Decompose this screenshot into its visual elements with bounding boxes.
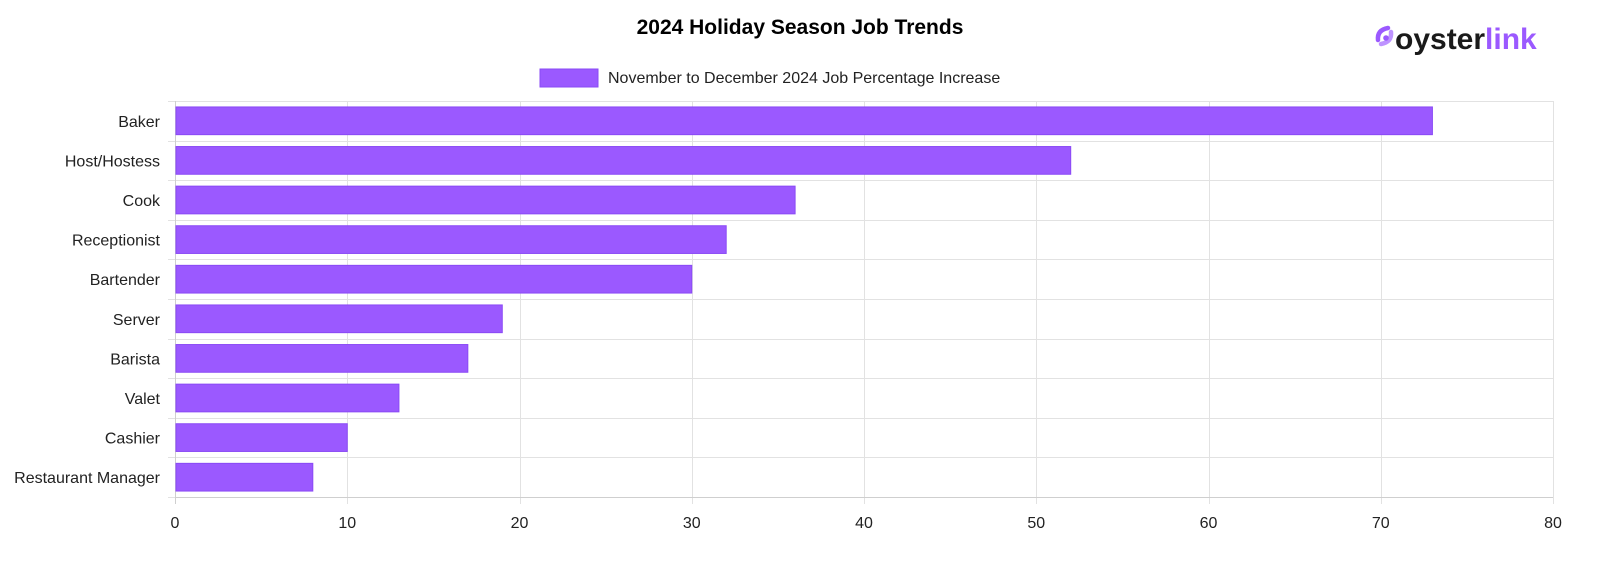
bar-cook[interactable]: [175, 185, 796, 215]
oysterlink-logo-text: oysterlink: [1395, 23, 1537, 56]
bar-host-hostess[interactable]: [175, 146, 1072, 175]
oysterlink-logo: oysterlink: [1375, 23, 1537, 56]
legend-label: November to December 2024 Job Percentage…: [608, 70, 1000, 87]
x-tick-label: 50: [1027, 515, 1045, 532]
category-label: Cashier: [105, 431, 161, 448]
bar-server[interactable]: [175, 304, 503, 334]
bars: [175, 106, 1433, 492]
category-label: Barista: [110, 351, 160, 368]
category-label: Receptionist: [72, 233, 161, 250]
category-label: Host/Hostess: [65, 153, 160, 170]
logo-text-link: link: [1485, 23, 1537, 56]
logo-text-oyster: oyster: [1395, 23, 1485, 56]
grid: [168, 101, 1554, 504]
x-tick-label: 70: [1372, 515, 1390, 532]
category-labels: Baker Host/Hostess Cook Receptionist Bartend…: [14, 114, 161, 487]
chart-title: 2024 Holiday Season Job Trends: [637, 16, 964, 39]
legend-swatch: [539, 68, 599, 88]
bar-restaurant-manager[interactable]: [175, 462, 314, 492]
category-label: Bartender: [90, 272, 161, 289]
legend[interactable]: November to December 2024 Job Percentage…: [539, 68, 1000, 88]
bar-receptionist[interactable]: [175, 225, 727, 254]
category-label: Restaurant Manager: [14, 470, 161, 487]
bar-baker[interactable]: [175, 106, 1433, 136]
category-label: Valet: [125, 391, 161, 408]
bar-valet[interactable]: [175, 383, 400, 413]
bar-cashier[interactable]: [175, 423, 348, 452]
category-label: Server: [113, 312, 161, 329]
category-label: Cook: [123, 193, 161, 210]
x-tick-label: 80: [1544, 515, 1562, 532]
x-tick-label: 10: [338, 515, 356, 532]
x-tick-label: 40: [855, 515, 873, 532]
x-tick-label: 30: [683, 515, 701, 532]
x-tick-label: 20: [511, 515, 529, 532]
x-axis-ticks: 0 10 20 30 40 50 60 70 80: [171, 515, 1562, 532]
oysterlink-logo-icon: [1375, 25, 1394, 47]
x-tick-label: 0: [171, 515, 180, 532]
category-label: Baker: [118, 114, 160, 131]
bar-barista[interactable]: [175, 344, 469, 373]
x-tick-label: 60: [1200, 515, 1218, 532]
bar-bartender[interactable]: [175, 264, 693, 294]
